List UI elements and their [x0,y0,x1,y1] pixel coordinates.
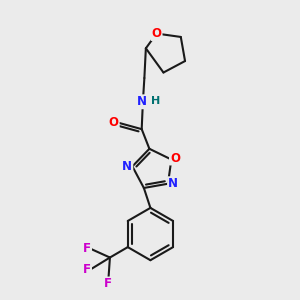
Text: O: O [152,27,162,40]
Text: O: O [170,152,180,164]
Text: O: O [109,116,119,129]
Text: F: F [83,263,91,276]
Text: H: H [151,96,160,106]
Text: F: F [104,278,112,290]
Text: N: N [168,177,178,190]
Text: F: F [83,242,91,255]
Text: N: N [136,95,146,108]
Text: N: N [122,160,132,173]
